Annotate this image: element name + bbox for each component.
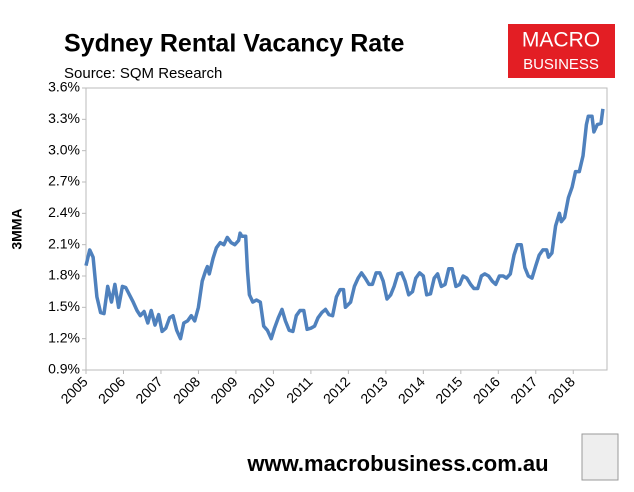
logo-text: BUSINESS (523, 56, 599, 73)
y-axis-label: 3MMA (9, 208, 25, 249)
y-tick-label: 2.4% (48, 204, 80, 220)
y-tick-label: 1.2% (48, 329, 80, 345)
logo-text: MACRO (522, 29, 600, 52)
y-tick-label: 3.3% (48, 110, 80, 126)
x-tick-label: 2008 (170, 373, 203, 406)
x-tick-label: 2006 (95, 373, 128, 406)
y-tick-label: 3.0% (48, 141, 80, 157)
x-tick-label: 2015 (432, 373, 465, 406)
x-tick-label: 2010 (245, 373, 278, 406)
y-tick-label: 0.9% (48, 361, 80, 377)
plot-frame (85, 87, 608, 371)
data-line (84, 108, 605, 341)
x-tick-label: 2016 (470, 373, 503, 406)
x-tick-label: 2007 (132, 373, 165, 406)
y-tick-label: 2.1% (48, 235, 80, 251)
x-tick-label: 2017 (507, 373, 540, 406)
logo-box (508, 24, 615, 78)
y-tick-label: 1.8% (48, 267, 80, 283)
x-tick-label: 2012 (320, 373, 353, 406)
chart-subtitle: Source: SQM Research (64, 65, 222, 82)
x-tick-label: 2005 (57, 373, 90, 406)
x-tick-label: 2018 (545, 373, 578, 406)
chart-title: Sydney Rental Vacancy Rate (64, 30, 405, 58)
y-tick-label: 1.5% (48, 298, 80, 314)
x-tick-label: 2011 (283, 373, 316, 406)
x-tick-label: 2013 (357, 373, 390, 406)
y-tick-label: 3.6% (48, 79, 80, 95)
y-tick-label: 2.7% (48, 173, 80, 189)
x-tick-label: 2014 (395, 373, 428, 406)
logo-icon (581, 433, 619, 481)
x-tick-label: 2009 (207, 373, 240, 406)
footer: www.macrobusiness.com.au (246, 451, 548, 476)
